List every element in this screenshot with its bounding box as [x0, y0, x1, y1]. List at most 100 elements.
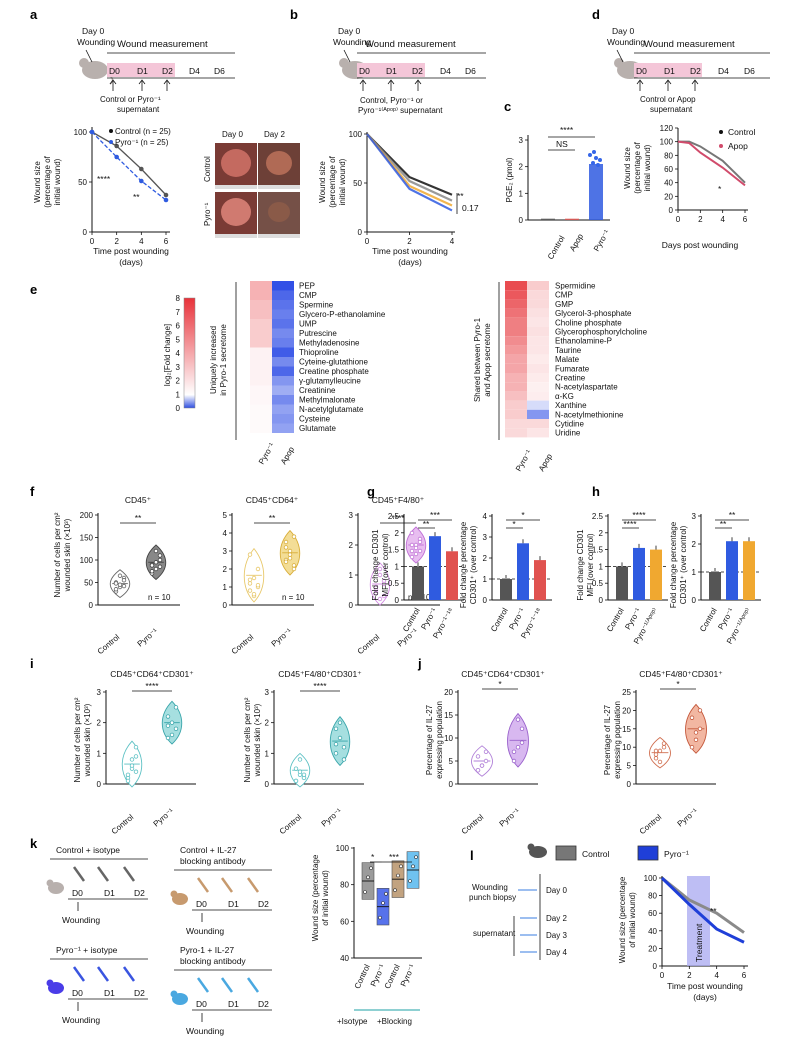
- svg-text:MFI (over control): MFI (over control): [586, 533, 595, 596]
- svg-text:Pyro⁻¹: Pyro⁻¹: [203, 202, 212, 226]
- panel-label-i: i: [30, 656, 34, 671]
- heat-row-label: Glycero-P-ethanolamine: [299, 310, 386, 319]
- heat-cell: [505, 299, 527, 309]
- data-point: [163, 192, 169, 198]
- svg-text:of initial wound): of initial wound): [321, 870, 330, 926]
- data-point: [133, 769, 139, 774]
- svg-text:Day 0: Day 0: [338, 26, 360, 36]
- i-sig: ****: [313, 681, 327, 691]
- data-point: [283, 539, 289, 545]
- data-point: [125, 778, 131, 784]
- data-point: [483, 758, 489, 764]
- panel-k: k Control + isotype D0 D1 D2 Wounding Control…: [30, 836, 422, 1036]
- colorbar-tick: 1: [176, 390, 181, 399]
- heat-cell: [505, 281, 527, 291]
- panel-label-a: a: [30, 7, 38, 22]
- i-title: CD45⁺CD64⁺CD301⁺: [110, 669, 194, 679]
- svg-text:expressing population: expressing population: [435, 701, 444, 779]
- data-point: [414, 855, 418, 859]
- heat-cell: [272, 423, 294, 433]
- x-tick-label: 0: [660, 971, 665, 980]
- bar-sig: ****: [623, 519, 637, 529]
- k-day: D0: [72, 988, 83, 998]
- data-point: [149, 569, 155, 574]
- colorbar-tick: 4: [176, 349, 181, 358]
- heat-row-label: Ethanolamine-P: [555, 337, 612, 346]
- mouse-icon: [46, 979, 54, 987]
- data-point: [411, 864, 415, 869]
- heat-row-label: Glutamate: [299, 424, 336, 433]
- heat-cell: [505, 409, 527, 419]
- bar: [517, 543, 529, 600]
- heat-row-label: Uridine: [555, 429, 581, 438]
- e-colorbar-label: log₂[Fold change]: [163, 324, 172, 386]
- data-point: [121, 578, 127, 583]
- d-xlabel: Days post wounding: [662, 240, 739, 250]
- data-point: [247, 552, 253, 557]
- data-point: [133, 754, 139, 759]
- data-point: [377, 566, 383, 572]
- svg-text:Time post wounding: Time post wounding: [372, 246, 448, 256]
- y-tick-label: 10: [444, 734, 453, 743]
- data-point: [393, 888, 397, 892]
- data-point: [341, 745, 347, 750]
- heat-cell: [272, 300, 294, 310]
- heat-cell: [527, 419, 549, 429]
- bar: [500, 579, 512, 600]
- bar: [541, 218, 555, 220]
- data-point: [475, 768, 481, 773]
- j-title: CD45⁺CD64⁺CD301⁺: [461, 669, 545, 679]
- y-tick-label: 3: [692, 512, 697, 521]
- data-point: [417, 539, 423, 545]
- heat-cell: [272, 309, 294, 319]
- f-title: CD45⁺CD64⁺: [246, 495, 299, 505]
- svg-text:Day 2: Day 2: [546, 914, 567, 923]
- data-point: [283, 545, 289, 550]
- data-point: [399, 864, 403, 869]
- y-tick-label: 0: [349, 601, 354, 610]
- panel-label-j: j: [417, 656, 422, 671]
- y-tick-label: 1: [97, 749, 102, 758]
- data-point: [291, 534, 297, 539]
- y-tick-label: 2: [97, 719, 102, 728]
- heat-cell: [505, 428, 527, 438]
- heat-cell: [505, 290, 527, 300]
- data-point: [287, 552, 293, 557]
- y-tick-label: 3: [265, 688, 270, 697]
- chart-b: 0 50 100 0 2 4 ** 0.17 Wound size (percentage…: [318, 130, 479, 267]
- data-point: [409, 548, 415, 554]
- c-sig-2: NS: [556, 139, 568, 149]
- y-tick-label: 120: [660, 124, 674, 133]
- data-point: [251, 592, 257, 597]
- heat-cell: [505, 419, 527, 429]
- heat-cell: [527, 308, 549, 318]
- j-sig: *: [498, 679, 502, 689]
- panel-a: a Day 0 Wounding Wound measurement D0 D1…: [30, 7, 300, 267]
- data-point: [653, 748, 659, 754]
- y-tick-label: 2: [265, 719, 270, 728]
- svg-text:D1: D1: [664, 66, 675, 76]
- data-point: [661, 745, 667, 750]
- data-point: [247, 588, 253, 593]
- i-title: CD45⁺F4/80⁺CD301⁺: [278, 669, 362, 679]
- x-tick-label: 0: [365, 237, 370, 246]
- heat-cell: [272, 338, 294, 348]
- bar: [616, 566, 628, 600]
- svg-text:Uniquely increased: Uniquely increased: [209, 326, 218, 394]
- data-point: [689, 745, 695, 750]
- svg-text:D1: D1: [137, 66, 148, 76]
- svg-text:Number of cells per cm²: Number of cells per cm²: [53, 512, 62, 597]
- data-point: [153, 560, 159, 565]
- svg-text:Time post wounding: Time post wounding: [667, 981, 743, 991]
- data-point: [117, 582, 123, 587]
- data-point: [139, 178, 144, 184]
- k-wounding: Wounding: [62, 915, 100, 925]
- heat-cell: [272, 395, 294, 405]
- y-tick-label: 0: [358, 228, 363, 237]
- svg-text:Fold change percentage: Fold change percentage: [669, 521, 678, 608]
- data-point: [377, 572, 383, 578]
- heat-row-label: N-acetylmethionine: [555, 410, 624, 419]
- data-point: [483, 749, 489, 754]
- bar: [743, 541, 755, 600]
- data-point: [373, 584, 379, 590]
